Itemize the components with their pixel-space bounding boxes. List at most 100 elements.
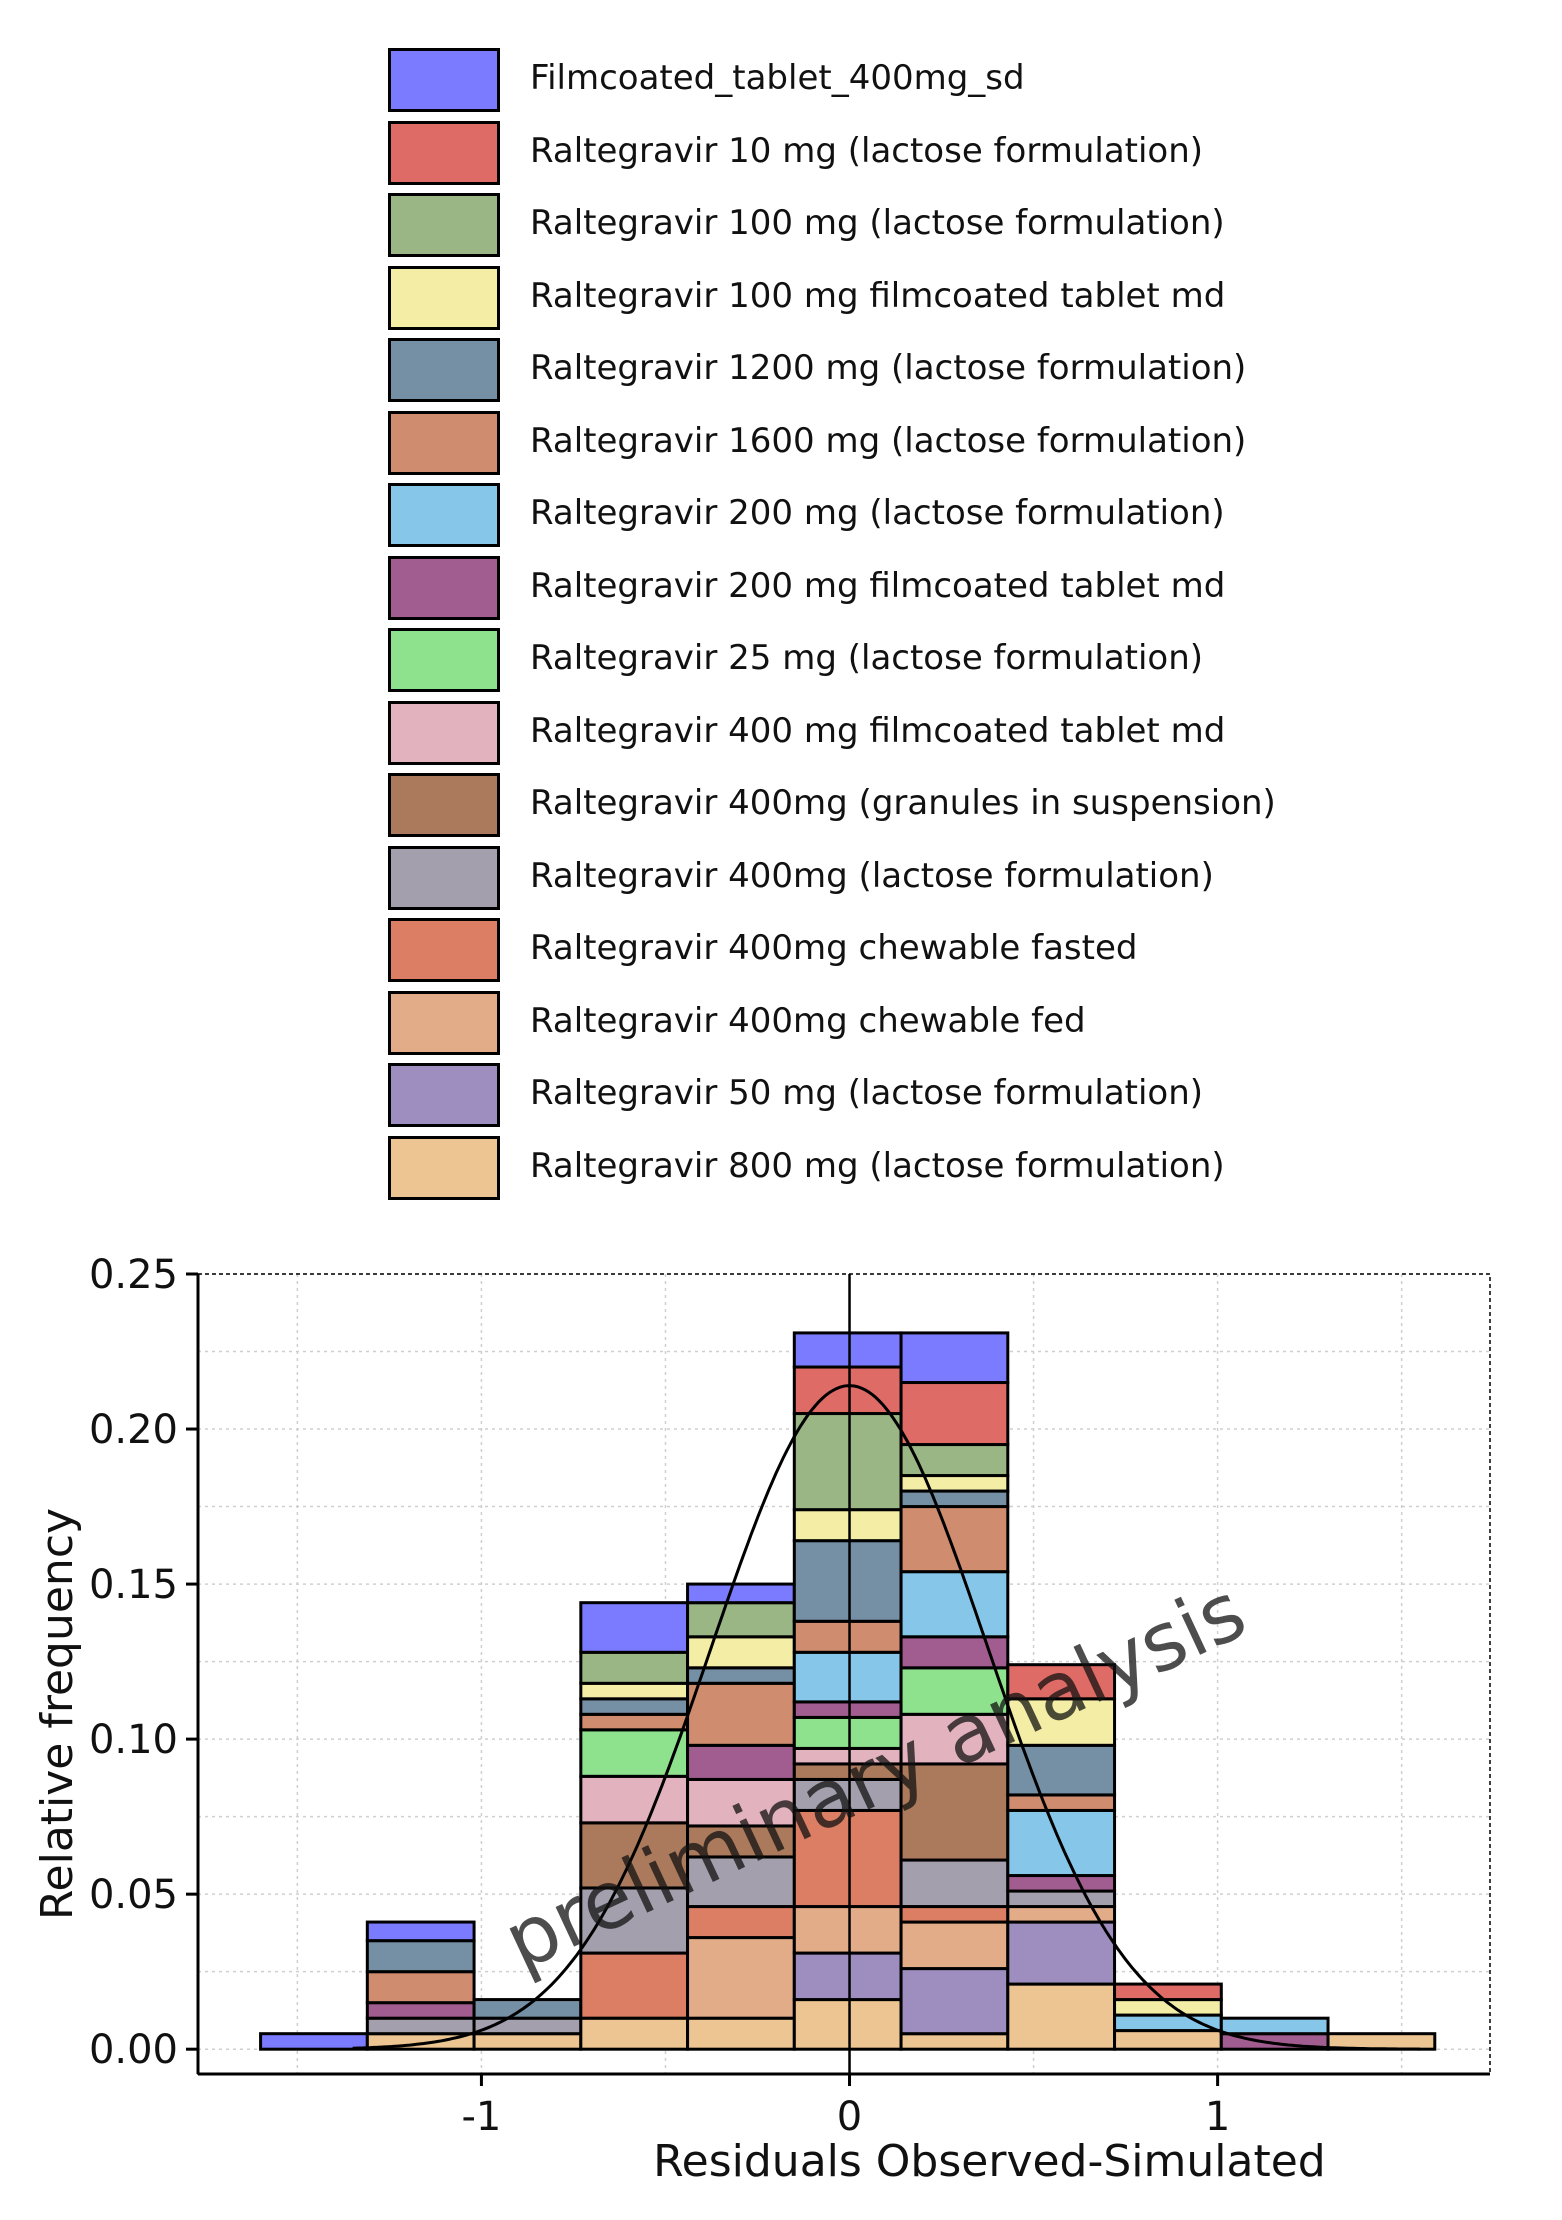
legend-swatch [388, 338, 500, 402]
histogram-bar-segment [1006, 1793, 1117, 1812]
legend-label: Raltegravir 200 mg filmcoated tablet md [530, 565, 1226, 606]
histogram-bar-segment [792, 1508, 903, 1543]
histogram-bar-segment [686, 1635, 796, 1670]
x-axis-label: Residuals Observed-Simulated [653, 2136, 1326, 2187]
legend-label: Filmcoated_tablet_400mg_sd [530, 58, 1025, 98]
y-axis-label: Relative frequency [32, 1508, 83, 1920]
histogram-bar-segment [472, 1998, 583, 2020]
histogram-bar-segment [686, 1681, 796, 1747]
histogram-bar-segment [579, 1601, 690, 1654]
histogram-bar-segment [365, 2016, 476, 2036]
histogram-bar-segment [792, 1412, 903, 1512]
legend-label: Raltegravir 200 mg (lactose formulation) [530, 493, 1225, 533]
histogram-bar-segment [792, 1331, 903, 1369]
legend-label: Raltegravir 100 mg filmcoated tablet md [530, 275, 1226, 316]
legend-swatch [388, 990, 500, 1055]
histogram-bar-segment [365, 2001, 476, 2020]
legend-swatch [388, 120, 500, 185]
histogram-bar-segment [792, 1539, 903, 1623]
histogram-bar-segment [686, 1936, 796, 2020]
histogram-bar-segment [792, 1808, 903, 1909]
histogram-bar-segment [899, 1505, 1010, 1574]
legend-label: Raltegravir 10 mg (lactose formulation) [530, 130, 1204, 171]
histogram-bar-segment [579, 1774, 690, 1825]
histogram-bar-segment [686, 1601, 796, 1639]
legend-swatch [388, 1063, 500, 1127]
x-tick-label: 1 [1205, 2094, 1230, 2140]
histogram-bar-segment [899, 1920, 1010, 1971]
histogram-bar-segment [899, 1967, 1010, 2036]
histogram-bar-segment [899, 1331, 1010, 1385]
histogram-bar-segment [686, 1905, 796, 1940]
stacked-bars [259, 1331, 1437, 2051]
legend-swatch [388, 700, 500, 765]
legend-label: Raltegravir 800 mg (lactose formulation) [530, 1145, 1225, 1186]
legend-swatch [388, 845, 500, 910]
histogram-bar-segment [899, 1570, 1010, 1639]
legend-label: Raltegravir 400mg chewable fed [530, 1000, 1086, 1041]
legend-label: Raltegravir 25 mg (lactose formulation) [530, 638, 1204, 678]
histogram-bar-segment [686, 1582, 796, 1605]
histogram-bar-segment [899, 1474, 1010, 1493]
legend-label: Raltegravir 100 mg (lactose formulation) [530, 203, 1225, 243]
histogram-bar-segment [686, 2016, 796, 2051]
legend-label: Raltegravir 400mg (lactose formulation) [530, 855, 1214, 896]
histogram-bar-segment [472, 2032, 583, 2051]
x-tick-label: -1 [461, 2094, 501, 2140]
histogram-bar-segment [792, 1905, 903, 1955]
legend-label: Raltegravir 400mg (granules in suspensio… [530, 783, 1276, 823]
legend-label: Raltegravir 400mg chewable fasted [530, 928, 1138, 968]
histogram-bar-segment [365, 1920, 476, 1943]
histogram-bar-segment [899, 2032, 1010, 2051]
histogram-bar-segment [1006, 1920, 1117, 1986]
histogram-bar-segment [792, 1715, 903, 1750]
histogram-bar-segment [579, 1650, 690, 1685]
histogram-bar-segment [792, 1951, 903, 2002]
histogram-bar-segment [579, 1697, 690, 1716]
x-tick-label: 0 [837, 2094, 862, 2140]
histogram-bar-segment [1113, 2029, 1223, 2051]
histogram-bar-segment [1113, 2013, 1223, 2033]
legend-swatch [388, 193, 500, 257]
histogram-bar-segment [792, 1619, 903, 1654]
legend-label: Raltegravir 1600 mg (lactose formulation… [530, 420, 1247, 461]
histogram-bar-segment [579, 1951, 690, 2020]
histogram-bar-segment [579, 2016, 690, 2051]
histogram-bar-segment [1006, 1874, 1117, 1893]
y-tick-label: 0.25 [89, 1252, 178, 1298]
legend-label: Raltegravir 50 mg (lactose formulation) [530, 1073, 1204, 1113]
legend-swatch [388, 555, 500, 620]
histogram-bar-segment [579, 1681, 690, 1701]
y-tick-label: 0.05 [89, 1872, 178, 1918]
histogram-bar-segment [899, 1443, 1010, 1478]
legend-swatch [388, 410, 500, 475]
legend-swatch [388, 773, 500, 837]
legend-swatch [388, 483, 500, 547]
legend-label: Raltegravir 1200 mg (lactose formulation… [530, 348, 1247, 388]
histogram-bar-segment [1006, 1982, 1117, 2051]
y-tick-label: 0.10 [89, 1717, 178, 1763]
normal-density-curve [352, 1384, 1421, 2051]
histogram-bar-segment [1006, 1663, 1117, 1701]
histogram-bar-segment [899, 1489, 1010, 1509]
legend-swatch [388, 918, 500, 982]
histogram-bar-segment [365, 1939, 476, 1974]
legend-swatch [388, 48, 500, 112]
legend-label: Raltegravir 400 mg filmcoated tablet md [530, 710, 1226, 751]
legend-swatch [388, 628, 500, 692]
histogram-bar-segment [899, 1905, 1010, 1924]
histogram-bar-segment [686, 1777, 796, 1828]
histogram-bar-segment [579, 1712, 690, 1732]
y-tick-label: 0.20 [89, 1407, 178, 1453]
y-tick-label: 0.15 [89, 1562, 178, 1608]
histogram-bar-segment [792, 1998, 903, 2051]
histogram-bar-segment [1006, 1889, 1117, 1909]
histogram-bar-segment [1113, 1982, 1223, 2002]
histogram-bar-segment [686, 1743, 796, 1781]
legend-swatch [388, 1135, 500, 1200]
axis-ticks: -1 0 1 0.00 0.05 0.10 0.15 0.20 0.25 [89, 1252, 1230, 2140]
histogram-bar-segment [365, 1970, 476, 2005]
histogram-bar-segment [259, 2032, 369, 2051]
histogram-bar-segment [792, 1700, 903, 1719]
